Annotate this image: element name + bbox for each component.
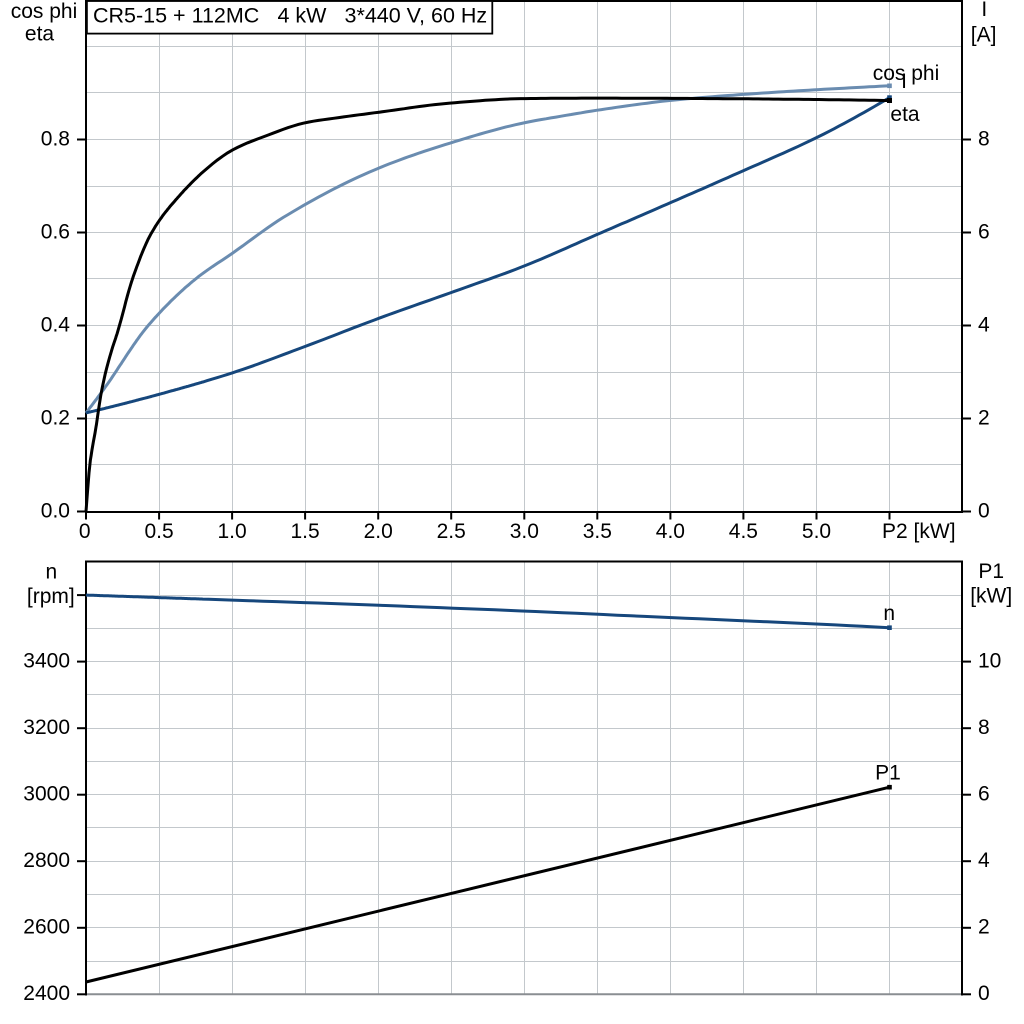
svg-text:1.5: 1.5 <box>290 520 319 543</box>
svg-text:0: 0 <box>79 520 91 543</box>
svg-text:cos phi: cos phi <box>873 62 940 85</box>
svg-text:eta: eta <box>890 103 920 126</box>
svg-text:2800: 2800 <box>23 849 70 872</box>
svg-text:10: 10 <box>978 649 1001 672</box>
svg-text:4 kW: 4 kW <box>278 4 328 28</box>
svg-text:2: 2 <box>978 407 990 430</box>
svg-text:n: n <box>46 561 58 584</box>
svg-text:CR5-15 + 112MC: CR5-15 + 112MC <box>93 4 259 28</box>
svg-text:P2 [kW]: P2 [kW] <box>882 520 956 543</box>
svg-text:3.0: 3.0 <box>510 520 539 543</box>
svg-text:0.6: 0.6 <box>41 221 70 244</box>
svg-text:I: I <box>901 70 907 93</box>
svg-text:0.8: 0.8 <box>41 128 70 151</box>
svg-text:2.0: 2.0 <box>364 520 393 543</box>
svg-text:P1: P1 <box>875 762 901 785</box>
svg-text:2: 2 <box>978 916 990 939</box>
svg-text:8: 8 <box>978 716 990 739</box>
svg-text:3.5: 3.5 <box>583 520 612 543</box>
svg-text:4: 4 <box>978 314 990 337</box>
svg-text:2400: 2400 <box>23 982 70 1005</box>
svg-text:2.5: 2.5 <box>437 520 466 543</box>
svg-text:5.0: 5.0 <box>802 520 831 543</box>
svg-text:3400: 3400 <box>23 649 70 672</box>
svg-text:4.5: 4.5 <box>729 520 758 543</box>
svg-text:0: 0 <box>978 500 990 523</box>
svg-text:eta: eta <box>25 23 55 46</box>
svg-text:4: 4 <box>978 849 990 872</box>
svg-text:[rpm]: [rpm] <box>27 585 75 608</box>
svg-text:n: n <box>883 602 895 625</box>
svg-text:0.4: 0.4 <box>41 314 71 337</box>
svg-text:3*440 V, 60 Hz: 3*440 V, 60 Hz <box>345 4 488 28</box>
svg-text:3000: 3000 <box>23 783 70 806</box>
svg-text:6: 6 <box>978 221 990 244</box>
svg-text:[A]: [A] <box>971 24 997 47</box>
svg-text:cos phi: cos phi <box>11 0 78 23</box>
svg-text:[kW]: [kW] <box>970 585 1012 608</box>
svg-text:8: 8 <box>978 128 990 151</box>
svg-text:2600: 2600 <box>23 916 70 939</box>
svg-text:0.0: 0.0 <box>41 500 70 523</box>
svg-text:0.2: 0.2 <box>41 407 70 430</box>
svg-text:0.5: 0.5 <box>144 520 173 543</box>
svg-text:3200: 3200 <box>23 716 70 739</box>
svg-text:0: 0 <box>978 982 990 1005</box>
svg-text:P1: P1 <box>978 560 1004 583</box>
svg-text:6: 6 <box>978 783 990 806</box>
svg-text:I: I <box>981 0 987 21</box>
svg-text:4.0: 4.0 <box>656 520 685 543</box>
svg-text:1.0: 1.0 <box>217 520 246 543</box>
